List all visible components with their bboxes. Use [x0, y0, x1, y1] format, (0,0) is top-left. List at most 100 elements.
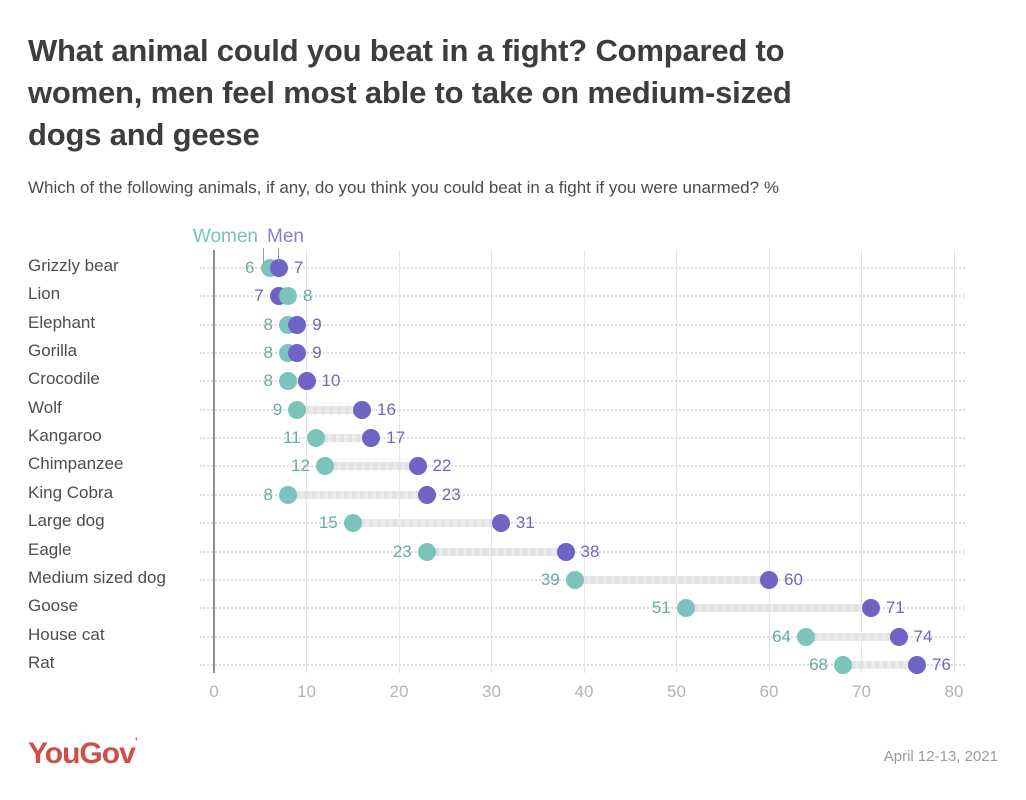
women-dot: [288, 400, 307, 419]
men-value-label: 22: [432, 456, 452, 476]
men-dot: [269, 259, 288, 277]
x-gridline: [306, 250, 307, 673]
men-dot: [889, 627, 908, 646]
row-gridline: [200, 635, 965, 638]
connector-bar: [315, 434, 372, 443]
women-value-label: 8: [303, 286, 313, 306]
women-value-label: 51: [651, 598, 671, 618]
row-gridline: [200, 408, 965, 411]
category-label: Gorilla: [28, 341, 78, 361]
connector-bar: [574, 575, 769, 584]
women-value-label: 6: [245, 258, 255, 277]
women-dot: [306, 429, 325, 448]
x-tick-label: 60: [759, 682, 779, 701]
x-gridline: [676, 250, 677, 673]
women-dot: [417, 542, 436, 561]
yougov-logo-text: YouGov: [28, 737, 136, 770]
legend-leader-men: [277, 248, 279, 262]
category-label: Grizzly bear: [28, 256, 119, 275]
connector-bar: [288, 377, 307, 386]
men-dot: [908, 655, 926, 674]
men-value-label: 60: [784, 569, 803, 589]
x-tick-label: 50: [667, 682, 686, 701]
women-dot: [343, 514, 362, 533]
women-value-label: 15: [318, 513, 338, 533]
category-label: Elephant: [28, 312, 96, 332]
women-dot: [279, 485, 297, 504]
chart-subtitle: Which of the following animals, if any, …: [28, 178, 779, 197]
men-dot: [760, 570, 778, 589]
men-dot: [297, 372, 316, 391]
x-gridline: [861, 250, 862, 673]
x-tick-label: 30: [482, 682, 501, 701]
men-value-label: 10: [321, 371, 341, 391]
x-tick-label: 40: [574, 682, 594, 701]
men-dot: [288, 315, 307, 334]
yougov-logo: YouGov’: [28, 736, 138, 771]
men-dot: [288, 344, 307, 363]
women-value-label: 9: [272, 399, 283, 419]
x-gridline: [491, 250, 492, 673]
row-gridline: [200, 663, 965, 666]
women-dot: [565, 570, 584, 589]
category-label: House cat: [28, 624, 105, 644]
legend-men: Men: [267, 226, 304, 247]
chart-title: What animal could you beat in a fight? C…: [28, 33, 792, 152]
women-value-label: 68: [809, 654, 828, 674]
x-gridline: [953, 250, 955, 673]
connector-bar: [352, 519, 501, 528]
row-gridline: [200, 323, 965, 326]
women-dot: [279, 372, 297, 391]
x-tick-label: 0: [209, 682, 219, 701]
connector-bar: [288, 490, 427, 499]
women-dot: [676, 599, 695, 618]
x-gridline: [583, 250, 585, 673]
category-label: Wolf: [28, 397, 62, 417]
men-value-label: 17: [386, 428, 406, 448]
men-value-label: 38: [580, 541, 600, 561]
row-gridline: [200, 295, 965, 298]
men-value-label: 76: [932, 654, 951, 674]
women-value-label: 8: [263, 314, 273, 334]
row-gridline: [200, 550, 965, 553]
women-value-label: 64: [772, 626, 791, 646]
trademark-mark: ’: [134, 736, 138, 748]
connector-bar: [806, 632, 899, 641]
women-dot: [834, 655, 852, 674]
connector-bar: [685, 604, 871, 613]
category-label: Crocodile: [28, 369, 100, 389]
row-gridline: [200, 522, 965, 525]
x-tick-label: 80: [944, 682, 964, 701]
row-gridline: [200, 267, 965, 269]
category-label: Eagle: [28, 539, 72, 559]
men-dot: [353, 400, 371, 419]
category-label: Lion: [28, 284, 61, 304]
row-gridline: [200, 380, 965, 383]
legend-leader-women: [262, 248, 264, 262]
women-value-label: 8: [263, 484, 273, 504]
x-gridline: [398, 250, 400, 673]
x-tick-label: 70: [852, 682, 871, 701]
men-dot: [556, 542, 575, 561]
men-value-label: 7: [254, 286, 264, 306]
row-gridline: [200, 493, 965, 496]
men-dot: [362, 429, 381, 448]
women-dot: [797, 627, 815, 646]
category-label: Medium sized dog: [28, 567, 166, 587]
women-value-label: 11: [283, 428, 301, 448]
category-label: Goose: [28, 596, 79, 616]
men-dot: [408, 457, 427, 476]
category-label: Kangaroo: [28, 426, 102, 446]
row-gridline: [200, 465, 965, 468]
men-value-label: 31: [515, 513, 535, 533]
women-dot: [279, 287, 297, 306]
x-tick-label: 20: [389, 682, 409, 701]
row-gridline: [200, 352, 965, 355]
men-value-label: 71: [885, 598, 905, 618]
women-value-label: 23: [392, 541, 412, 561]
men-value-label: 9: [312, 314, 322, 334]
women-value-label: 12: [291, 456, 310, 476]
women-value-label: 8: [263, 343, 273, 363]
men-value-label: 9: [312, 343, 322, 363]
